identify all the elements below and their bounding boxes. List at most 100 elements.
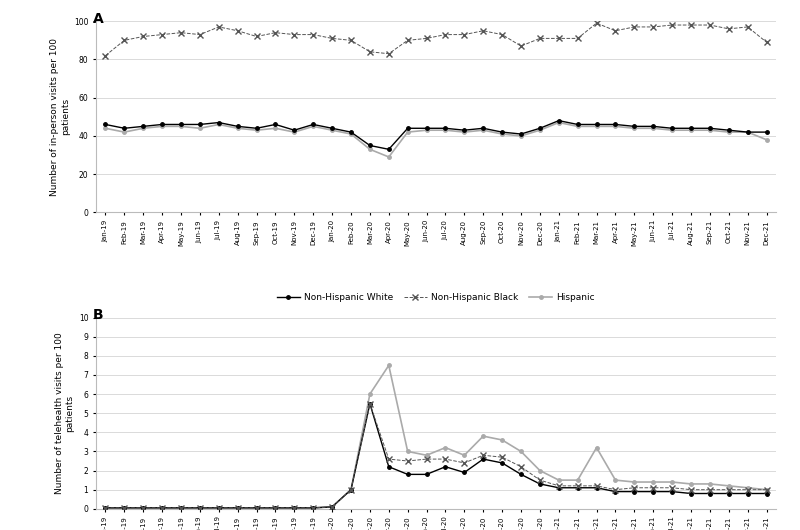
Non-Hispanic White <box>459 469 469 475</box>
Non-Hispanic Black <box>610 28 620 34</box>
Non-Hispanic Black <box>516 43 526 49</box>
Hispanic <box>610 123 620 129</box>
Non-Hispanic Black <box>630 484 639 491</box>
Non-Hispanic Black <box>252 33 262 40</box>
Hispanic <box>459 452 469 458</box>
Non-Hispanic White <box>384 464 394 470</box>
Non-Hispanic Black <box>592 20 602 27</box>
Non-Hispanic Black <box>327 35 337 41</box>
Hispanic <box>365 391 374 398</box>
Non-Hispanic Black <box>762 487 771 493</box>
Non-Hispanic White <box>327 125 337 131</box>
Non-Hispanic Black <box>233 28 242 34</box>
Hispanic <box>686 127 696 134</box>
Non-Hispanic Black <box>667 22 677 28</box>
Non-Hispanic White <box>176 121 186 128</box>
Hispanic <box>516 132 526 139</box>
Non-Hispanic White <box>119 125 129 131</box>
Non-Hispanic Black <box>158 31 167 38</box>
Hispanic <box>610 477 620 483</box>
Non-Hispanic White <box>309 505 318 511</box>
Non-Hispanic White <box>478 125 488 131</box>
Hispanic <box>762 487 771 493</box>
Hispanic <box>724 129 734 135</box>
Non-Hispanic White <box>686 490 696 497</box>
Hispanic <box>327 127 337 134</box>
Non-Hispanic White <box>516 131 526 137</box>
Non-Hispanic White <box>743 490 753 497</box>
Non-Hispanic Black <box>158 505 167 511</box>
Hispanic <box>346 487 356 493</box>
Non-Hispanic Black <box>705 487 714 493</box>
Non-Hispanic Black <box>365 401 374 407</box>
Non-Hispanic Black <box>516 464 526 470</box>
Non-Hispanic Black <box>649 484 658 491</box>
Hispanic <box>554 477 563 483</box>
Hispanic <box>309 505 318 511</box>
Line: Non-Hispanic Black: Non-Hispanic Black <box>102 401 770 510</box>
Line: Non-Hispanic Black: Non-Hispanic Black <box>102 20 770 58</box>
Non-Hispanic White <box>195 121 205 128</box>
Non-Hispanic White <box>422 125 431 131</box>
Non-Hispanic White <box>705 490 714 497</box>
Non-Hispanic Black <box>724 25 734 32</box>
Hispanic <box>270 125 280 131</box>
Hispanic <box>403 448 413 455</box>
Hispanic <box>176 505 186 511</box>
Non-Hispanic Black <box>478 28 488 34</box>
Hispanic <box>573 477 582 483</box>
Non-Hispanic Black <box>384 50 394 57</box>
Non-Hispanic White <box>252 125 262 131</box>
Non-Hispanic White <box>195 505 205 511</box>
Non-Hispanic Black <box>290 505 299 511</box>
Non-Hispanic White <box>649 489 658 495</box>
Non-Hispanic Black <box>176 30 186 36</box>
Non-Hispanic White <box>233 505 242 511</box>
Non-Hispanic Black <box>403 37 413 43</box>
Non-Hispanic Black <box>309 505 318 511</box>
Non-Hispanic Black <box>573 483 582 489</box>
Non-Hispanic Black <box>138 33 148 40</box>
Non-Hispanic White <box>270 121 280 128</box>
Hispanic <box>724 483 734 489</box>
Non-Hispanic Black <box>270 505 280 511</box>
Non-Hispanic White <box>252 505 262 511</box>
Hispanic <box>705 481 714 487</box>
Text: B: B <box>93 308 103 322</box>
Non-Hispanic White <box>101 121 110 128</box>
Hispanic <box>498 437 507 443</box>
Hispanic <box>138 125 148 131</box>
Non-Hispanic Black <box>554 483 563 489</box>
Hispanic <box>158 123 167 129</box>
Non-Hispanic Black <box>101 52 110 59</box>
Non-Hispanic Black <box>176 505 186 511</box>
Non-Hispanic Black <box>535 35 545 41</box>
Hispanic <box>667 479 677 485</box>
Non-Hispanic White <box>214 119 223 126</box>
Hispanic <box>630 125 639 131</box>
Non-Hispanic White <box>459 127 469 134</box>
Hispanic <box>384 154 394 160</box>
Non-Hispanic White <box>743 129 753 135</box>
Non-Hispanic White <box>158 505 167 511</box>
Non-Hispanic Black <box>214 505 223 511</box>
Non-Hispanic Black <box>762 39 771 46</box>
Hispanic <box>686 481 696 487</box>
Hispanic <box>195 505 205 511</box>
Hispanic <box>176 123 186 129</box>
Hispanic <box>535 467 545 474</box>
Non-Hispanic White <box>270 505 280 511</box>
Hispanic <box>327 504 337 510</box>
Non-Hispanic Black <box>346 37 356 43</box>
Non-Hispanic White <box>214 505 223 511</box>
Non-Hispanic Black <box>667 484 677 491</box>
Hispanic <box>535 127 545 134</box>
Non-Hispanic Black <box>214 24 223 30</box>
Non-Hispanic Black <box>138 505 148 511</box>
Hispanic <box>459 129 469 135</box>
Hispanic <box>346 131 356 137</box>
Y-axis label: Number of telehealth visits per 100
patients: Number of telehealth visits per 100 pati… <box>55 332 74 494</box>
Non-Hispanic White <box>762 129 771 135</box>
Legend: Non-Hispanic White, Non-Hispanic Black, Hispanic: Non-Hispanic White, Non-Hispanic Black, … <box>274 289 598 306</box>
Non-Hispanic Black <box>459 31 469 38</box>
